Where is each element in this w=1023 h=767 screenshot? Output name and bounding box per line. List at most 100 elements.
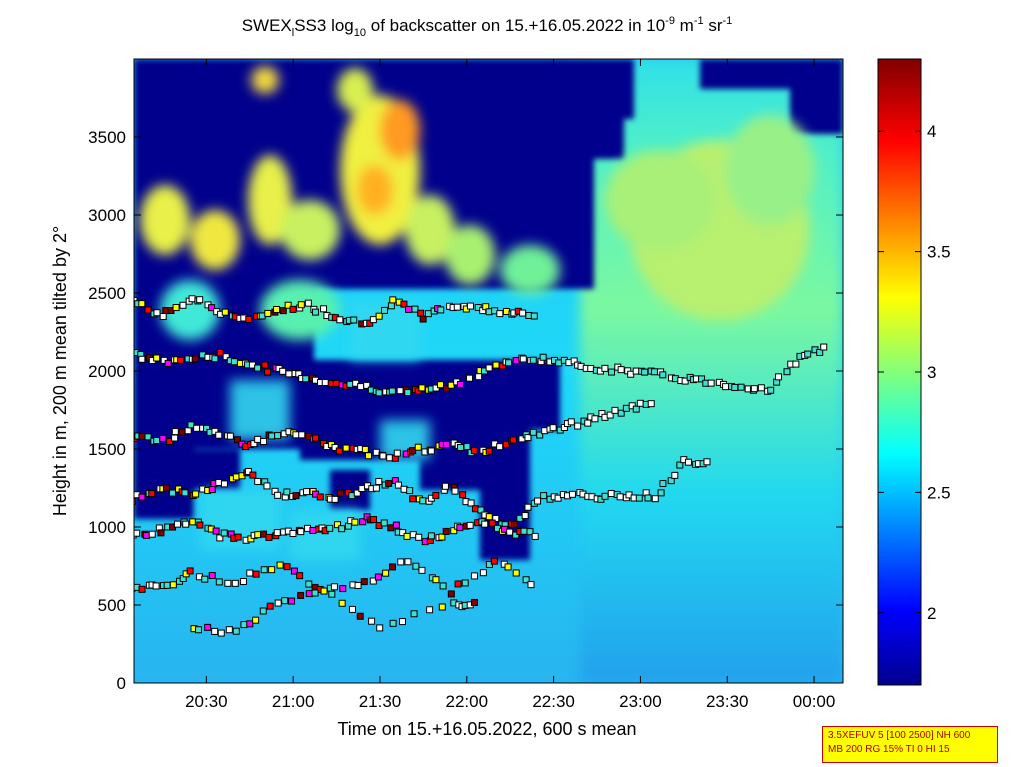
layer-marker (358, 485, 366, 493)
colorbar-tick-label: 4 (927, 122, 936, 141)
layer-marker (512, 569, 520, 577)
layer-marker (386, 454, 394, 462)
layer-marker (477, 506, 485, 514)
layer-marker (163, 581, 171, 589)
layer-marker (284, 301, 292, 309)
layer-marker (439, 582, 447, 590)
layer-marker (510, 520, 518, 528)
layer-marker (459, 491, 467, 499)
layer-marker (722, 383, 730, 391)
layer-marker (169, 489, 177, 497)
layer-marker (520, 527, 528, 535)
layer-marker (470, 598, 478, 606)
layer-marker (524, 434, 532, 442)
layer-marker (304, 299, 312, 307)
layer-marker (521, 512, 529, 520)
layer-marker (456, 380, 464, 388)
layer-marker (252, 616, 260, 624)
layer-marker (328, 590, 336, 598)
layer-marker (173, 520, 181, 528)
chart-title: SWEXlSS3 log10 of backscatter on 15.+16.… (242, 15, 733, 39)
title-sup: -9 (665, 15, 675, 27)
layer-marker (208, 571, 216, 579)
layer-marker (536, 431, 544, 439)
x-tick-label: 20:30 (185, 692, 228, 711)
layer-marker (279, 307, 287, 315)
layer-marker (354, 581, 362, 589)
layer-marker (804, 350, 812, 358)
layer-marker (297, 528, 305, 536)
layer-marker (336, 316, 344, 324)
layer-marker (220, 529, 228, 537)
layer-marker (159, 434, 167, 442)
layer-marker (320, 587, 328, 595)
layer-marker (456, 524, 464, 532)
layer-marker (357, 383, 365, 391)
layer-marker (254, 531, 262, 539)
layer-marker (216, 348, 224, 356)
layer-marker (350, 316, 358, 324)
layer-marker (208, 486, 216, 494)
layer-marker (186, 567, 194, 575)
layer-marker (338, 599, 346, 607)
layer-marker (792, 360, 800, 368)
colorbar-tick-label: 3.5 (927, 243, 951, 262)
info-line-2: MB 200 RG 15% TI 0 HI 15 (828, 744, 950, 755)
layer-marker (470, 572, 478, 580)
layer-marker (442, 440, 450, 448)
layer-marker (366, 319, 374, 327)
layer-marker (194, 626, 202, 634)
layer-marker (574, 422, 582, 430)
layer-marker (698, 375, 706, 383)
layer-marker (225, 626, 233, 634)
layer-marker (591, 415, 599, 423)
layer-marker (311, 308, 319, 316)
layer-marker (539, 353, 547, 361)
layer-marker (364, 452, 372, 460)
layer-marker (250, 440, 258, 448)
layer-marker (326, 524, 334, 532)
layer-marker (375, 478, 383, 486)
title-sub: 10 (354, 27, 366, 39)
x-axis-label: Time on 15.+16.05.2022, 600 s mean (337, 719, 636, 739)
layer-marker (239, 577, 247, 585)
layer-marker (211, 627, 219, 635)
layer-marker (363, 381, 371, 389)
layer-marker (417, 309, 425, 317)
layer-marker (404, 558, 412, 566)
layer-marker (234, 533, 242, 541)
layer-marker (437, 381, 445, 389)
layer-marker (375, 389, 383, 397)
layer-marker (410, 610, 418, 618)
layer-marker (409, 495, 417, 503)
layer-marker (447, 590, 455, 598)
layer-marker (296, 572, 304, 580)
layer-marker (148, 530, 156, 538)
layer-marker (204, 623, 212, 631)
layer-marker (353, 489, 361, 497)
layer-marker (191, 355, 199, 363)
layer-marker (360, 578, 368, 586)
layer-marker (171, 434, 179, 442)
layer-marker (406, 487, 414, 495)
layer-marker (415, 533, 423, 541)
layer-marker (331, 495, 339, 503)
layer-marker (399, 529, 407, 537)
layer-marker (775, 373, 783, 381)
layer-marker (441, 482, 449, 490)
layer-marker (138, 300, 146, 308)
layer-marker (320, 305, 328, 313)
layer-marker (385, 479, 393, 487)
layer-marker (261, 361, 269, 369)
layer-marker (379, 452, 387, 460)
layer-marker (549, 424, 557, 432)
layer-marker (485, 364, 493, 372)
layer-marker (221, 308, 229, 316)
layer-marker (281, 597, 289, 605)
layer-marker (246, 569, 254, 577)
layer-marker (568, 490, 576, 498)
layer-marker (438, 533, 446, 541)
layer-marker (245, 315, 253, 323)
layer-marker (554, 494, 562, 502)
layer-marker (616, 493, 624, 501)
